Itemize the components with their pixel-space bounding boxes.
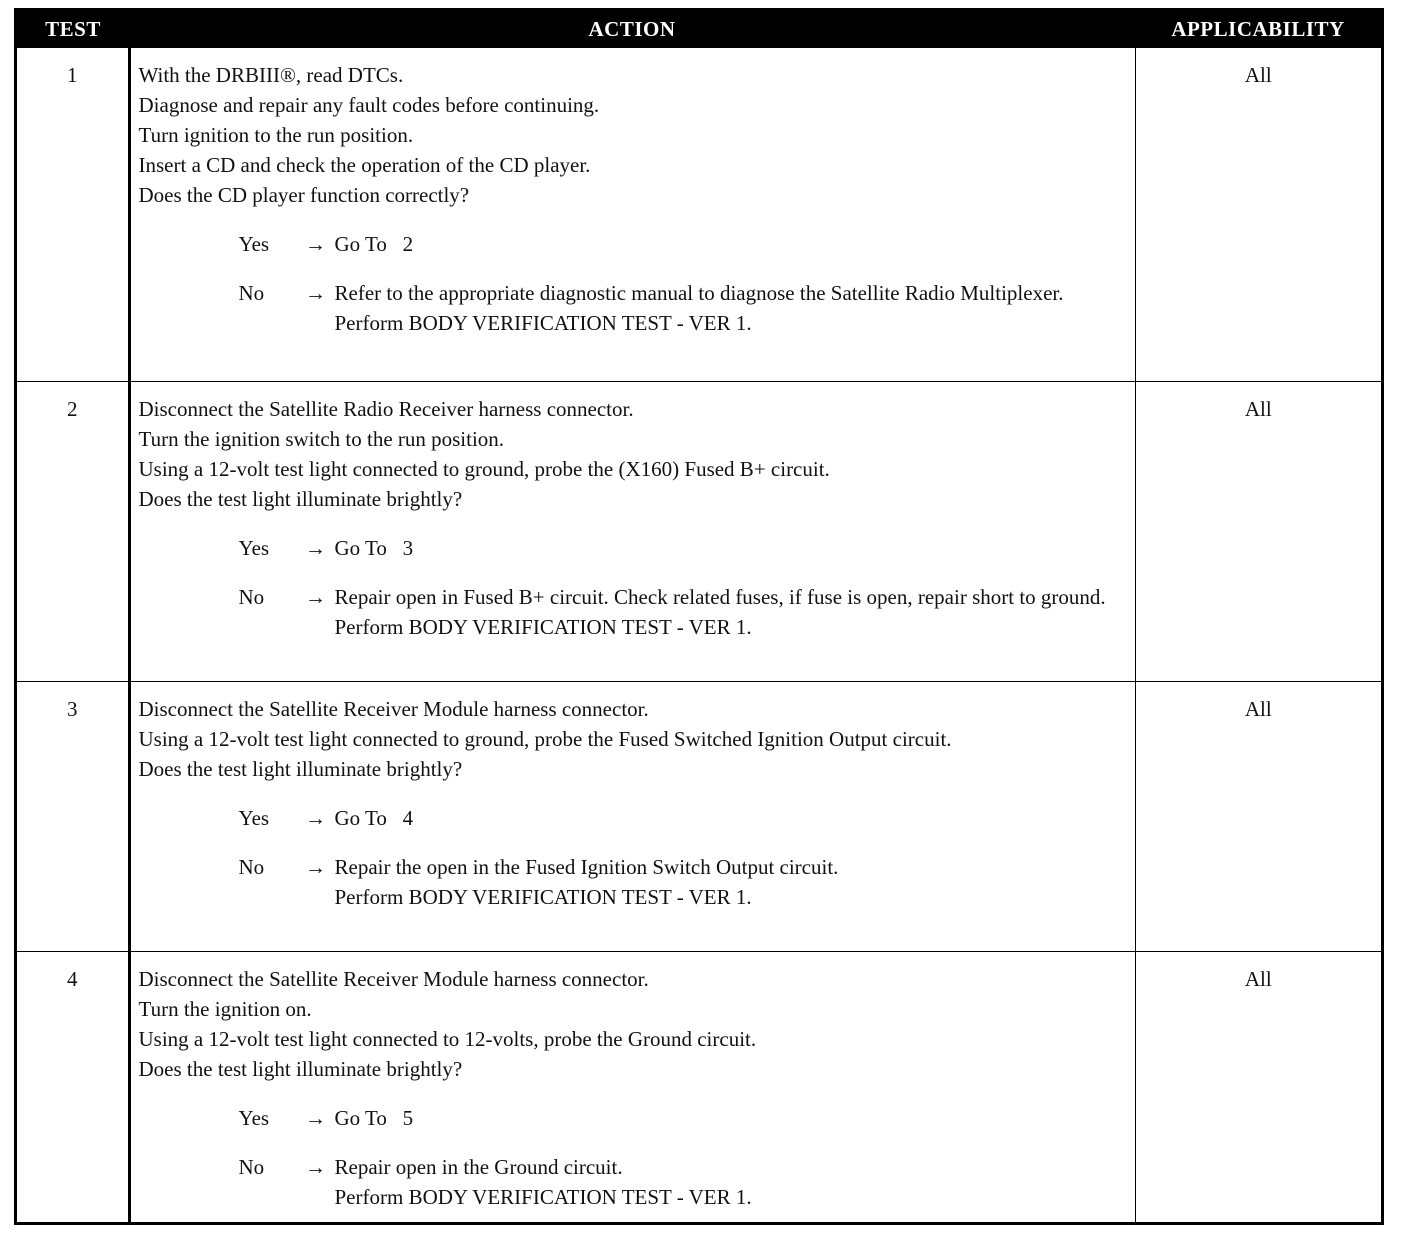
result-line: Refer to the appropriate diagnostic manu… <box>334 281 1064 305</box>
result-line: Perform BODY VERIFICATION TEST - VER 1. <box>334 1185 752 1209</box>
arrow-icon: → <box>305 232 326 256</box>
yes-response: Yes → Go To 4 <box>139 803 1127 833</box>
no-response: No → Refer to the appropriate diagnostic m… <box>139 278 1127 338</box>
table-row: 3 Disconnect the Satellite Receiver Modul… <box>15 681 1383 952</box>
table-row: 2 Disconnect the Satellite Radio Receiver… <box>15 381 1383 682</box>
no-response: No → Repair the open in the Fused Ignition… <box>139 852 1127 912</box>
action-step: Turn the ignition on. <box>138 997 312 1021</box>
applicability: All <box>1134 951 1383 1224</box>
result-line: Perform BODY VERIFICATION TEST - VER 1. <box>334 311 752 335</box>
diagnostic-test-table: TEST ACTION APPLICABILITY 1 With the DRBI… <box>14 8 1384 1225</box>
header-action: ACTION <box>129 9 1135 48</box>
action-step: Turn ignition to the run position. <box>138 123 414 147</box>
no-label: No <box>238 585 265 609</box>
yes-label: Yes <box>238 232 270 256</box>
no-result: Repair open in Fused B+ circuit. Check r… <box>335 582 1127 642</box>
no-label: No <box>238 281 265 305</box>
test-number: 1 <box>15 47 130 382</box>
action-step: Turn the ignition switch to the run posi… <box>138 427 505 451</box>
no-label: No <box>238 855 265 879</box>
result-line: Perform BODY VERIFICATION TEST - VER 1. <box>334 885 752 909</box>
action-step: Diagnose and repair any fault codes befo… <box>138 93 600 117</box>
yes-result: Go To 4 <box>335 803 1127 833</box>
test-number: 4 <box>15 951 130 1224</box>
action-step: Disconnect the Satellite Receiver Module… <box>138 967 649 991</box>
action-cell: Disconnect the Satellite Receiver Module… <box>127 951 1136 1224</box>
action-step: Does the CD player function correctly? <box>138 183 470 207</box>
arrow-icon: → <box>305 281 326 305</box>
action-step: Insert a CD and check the operation of t… <box>138 153 591 177</box>
action-cell: With the DRBIII®, read DTCs. Diagnose and… <box>127 47 1136 382</box>
no-result: Refer to the appropriate diagnostic manu… <box>335 278 1127 338</box>
no-result: Repair open in the Ground circuit. Perfor… <box>335 1152 1127 1212</box>
action-cell: Disconnect the Satellite Radio Receiver … <box>127 381 1136 682</box>
action-step: Does the test light illuminate brightly? <box>138 487 463 511</box>
action-step: Does the test light illuminate brightly? <box>138 1057 463 1081</box>
yes-result: Go To 2 <box>335 229 1127 259</box>
action-step: Disconnect the Satellite Receiver Module… <box>138 697 649 721</box>
arrow-icon: → <box>305 536 326 560</box>
action-step: Disconnect the Satellite Radio Receiver … <box>138 397 634 421</box>
applicability: All <box>1134 47 1383 382</box>
action-step: With the DRBIII®, read DTCs. <box>138 63 404 87</box>
result-line: Repair open in Fused B+ circuit. Check r… <box>334 585 1106 609</box>
yes-response: Yes → Go To 5 <box>139 1103 1127 1133</box>
arrow-icon: → <box>305 1155 326 1179</box>
test-number: 2 <box>15 381 130 682</box>
action-step: Using a 12-volt test light connected to … <box>138 727 952 751</box>
header-applicability: APPLICABILITY <box>1135 9 1383 48</box>
no-response: No → Repair open in the Ground circuit. Per… <box>139 1152 1127 1212</box>
result-line: Go To 3 <box>334 536 414 560</box>
yes-result: Go To 5 <box>335 1103 1127 1133</box>
no-label: No <box>238 1155 265 1179</box>
result-line: Repair the open in the Fused Ignition Sw… <box>334 855 839 879</box>
result-line: Repair open in the Ground circuit. <box>334 1155 623 1179</box>
result-line: Go To 4 <box>334 806 414 830</box>
table-row: 4 Disconnect the Satellite Receiver Modul… <box>15 951 1383 1224</box>
yes-response: Yes → Go To 2 <box>139 229 1127 259</box>
result-line: Go To 5 <box>334 1106 414 1130</box>
arrow-icon: → <box>305 806 326 830</box>
no-response: No → Repair open in Fused B+ circuit. Chec… <box>139 582 1127 642</box>
no-result: Repair the open in the Fused Ignition Sw… <box>335 852 1127 912</box>
yes-response: Yes → Go To 3 <box>139 533 1127 563</box>
yes-label: Yes <box>238 1106 270 1130</box>
result-line: Go To 2 <box>334 232 414 256</box>
header-test: TEST <box>15 9 129 48</box>
action-step: Using a 12-volt test light connected to … <box>138 1027 757 1051</box>
yes-result: Go To 3 <box>335 533 1127 563</box>
arrow-icon: → <box>305 1106 326 1130</box>
arrow-icon: → <box>305 855 326 879</box>
applicability: All <box>1134 681 1383 952</box>
table-row: 1 With the DRBIII®, read DTCs. Diagnose an… <box>15 47 1383 382</box>
action-cell: Disconnect the Satellite Receiver Module… <box>127 681 1136 952</box>
test-number: 3 <box>15 681 130 952</box>
arrow-icon: → <box>305 585 326 609</box>
yes-label: Yes <box>238 536 270 560</box>
yes-label: Yes <box>238 806 270 830</box>
header-row: TEST ACTION APPLICABILITY <box>15 9 1383 48</box>
applicability: All <box>1134 381 1383 682</box>
result-line: Perform BODY VERIFICATION TEST - VER 1. <box>334 615 752 639</box>
action-step: Does the test light illuminate brightly? <box>138 757 463 781</box>
action-step: Using a 12-volt test light connected to … <box>138 457 830 481</box>
